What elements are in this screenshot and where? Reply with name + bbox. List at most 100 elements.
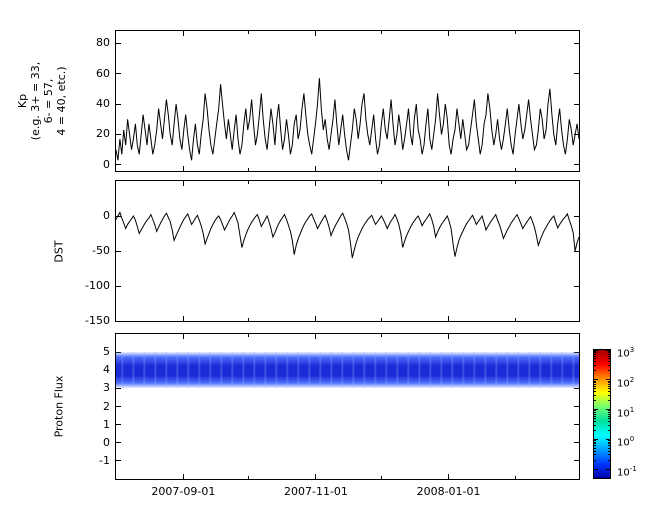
x-minor-tick-mark xyxy=(515,334,517,337)
x-tick-mark xyxy=(448,334,450,339)
y-tick-mark xyxy=(116,320,121,322)
colorbar-minor-tick-mark xyxy=(594,411,596,413)
x-tick-mark xyxy=(315,474,317,479)
colorbar-minor-tick-mark xyxy=(608,380,610,382)
x-tick-label: 2007-11-01 xyxy=(284,485,348,498)
x-minor-tick-mark xyxy=(515,168,517,171)
x-tick-mark xyxy=(448,474,450,479)
colorbar-minor-tick-mark xyxy=(594,400,596,402)
colorbar-minor-tick-mark xyxy=(594,420,596,422)
y-tick-label: 5 xyxy=(103,345,110,359)
colorbar-tick-mark xyxy=(594,379,598,381)
y-tick-mark xyxy=(116,387,121,389)
colorbar-minor-tick-mark xyxy=(594,417,596,419)
x-tick-label: 2008-01-01 xyxy=(416,485,481,498)
x-tick-mark xyxy=(182,474,184,479)
colorbar-minor-tick-mark xyxy=(608,385,610,387)
colorbar-minor-tick-mark xyxy=(594,382,596,384)
colorbar-tick-mark xyxy=(594,409,598,411)
x-tick-mark xyxy=(182,334,184,339)
y-tick-mark xyxy=(116,73,121,75)
y-tick-label: 3 xyxy=(103,381,110,395)
x-minor-tick-mark xyxy=(248,168,250,171)
y-tick-label: 60 xyxy=(96,66,110,80)
x-tick-mark xyxy=(315,316,317,321)
y-tick-label: 0 xyxy=(103,435,110,449)
x-minor-tick-mark xyxy=(380,318,382,321)
colorbar-minor-tick-mark xyxy=(608,365,610,367)
colorbar-minor-tick-mark xyxy=(594,440,596,442)
colorbar-minor-tick-mark xyxy=(594,410,596,412)
y-tick-label: 0 xyxy=(103,157,110,171)
y-tick-mark xyxy=(116,215,121,217)
proton-flux-y-axis-label-text: Proton Flux xyxy=(52,375,66,438)
colorbar-minor-tick-mark xyxy=(608,370,610,372)
colorbar-minor-tick-mark xyxy=(594,450,596,452)
colorbar-tick-mark xyxy=(594,468,598,470)
colorbar-minor-tick-mark xyxy=(608,400,610,402)
colorbar-minor-tick-mark xyxy=(594,454,596,456)
y-tick-mark xyxy=(574,320,579,322)
colorbar-minor-tick-mark xyxy=(608,354,610,356)
kp-ylabel-line-3: 6- = 57, xyxy=(42,78,56,124)
y-tick-mark xyxy=(574,73,579,75)
y-tick-mark xyxy=(574,406,579,407)
colorbar-minor-tick-mark xyxy=(594,370,596,372)
colorbar-minor-tick-mark xyxy=(608,358,610,360)
colorbar-tick-mark xyxy=(594,349,598,351)
y-tick-mark xyxy=(574,285,579,287)
dst-y-axis-label-text: DST xyxy=(52,239,66,263)
colorbar-minor-tick-mark xyxy=(594,358,596,360)
colorbar-tick-mark xyxy=(606,468,610,470)
colorbar-gradient xyxy=(593,349,611,479)
colorbar-minor-tick-mark xyxy=(608,411,610,413)
x-tick-mark xyxy=(315,334,317,339)
kp-ylabel-line-1: Kp xyxy=(16,93,30,109)
x-minor-tick-mark xyxy=(515,476,517,479)
colorbar-minor-tick-mark xyxy=(608,415,610,417)
colorbar-tick-mark xyxy=(606,349,610,351)
colorbar-minor-tick-mark xyxy=(608,447,610,449)
x-tick-mark xyxy=(182,316,184,321)
proton-flux-band xyxy=(116,352,579,389)
colorbar-minor-tick-mark xyxy=(594,429,596,431)
y-tick-label: 1 xyxy=(103,417,110,431)
colorbar-minor-tick-mark xyxy=(594,447,596,449)
x-minor-tick-mark xyxy=(515,31,517,34)
colorbar-minor-tick-mark xyxy=(608,356,610,358)
colorbar-minor-tick-mark xyxy=(594,354,596,356)
y-tick-mark xyxy=(574,424,579,426)
x-tick-mark xyxy=(448,31,450,36)
colorbar-minor-tick-mark xyxy=(594,424,596,426)
x-minor-tick-mark xyxy=(248,181,250,184)
x-minor-tick-mark xyxy=(380,476,382,479)
y-tick-mark xyxy=(116,42,121,44)
y-tick-label: 20 xyxy=(96,127,110,141)
x-minor-tick-mark xyxy=(380,31,382,34)
y-tick-label: -150 xyxy=(85,314,110,327)
x-minor-tick-mark xyxy=(380,334,382,337)
colorbar-minor-tick-mark xyxy=(608,440,610,442)
y-tick-mark xyxy=(116,250,121,252)
colorbar-minor-tick-mark xyxy=(594,413,596,415)
y-tick-mark xyxy=(574,387,579,389)
colorbar-minor-tick-mark xyxy=(608,382,610,384)
x-minor-tick-mark xyxy=(380,168,382,171)
colorbar-minor-tick-mark xyxy=(608,388,610,390)
colorbar-minor-tick-mark xyxy=(608,350,610,352)
colorbar-tick-label: 102 xyxy=(617,375,635,390)
colorbar-minor-tick-mark xyxy=(608,443,610,445)
y-tick-label: -100 xyxy=(85,279,110,292)
x-minor-tick-mark xyxy=(248,31,250,34)
dst-panel: 0 -50 -100 -150 xyxy=(85,180,580,327)
colorbar: 103 102 101 100 10-1 xyxy=(593,346,663,481)
colorbar-minor-tick-mark xyxy=(594,356,596,358)
y-tick-mark xyxy=(574,164,579,166)
x-minor-tick-mark xyxy=(248,318,250,321)
y-tick-mark xyxy=(116,406,121,407)
y-tick-label: 80 xyxy=(96,36,110,50)
colorbar-minor-tick-mark xyxy=(608,413,610,415)
colorbar-tick-mark xyxy=(594,438,598,440)
x-tick-mark xyxy=(182,166,184,171)
kp-ylabel-line-2: (e.g. 3+ = 33, xyxy=(29,61,43,141)
